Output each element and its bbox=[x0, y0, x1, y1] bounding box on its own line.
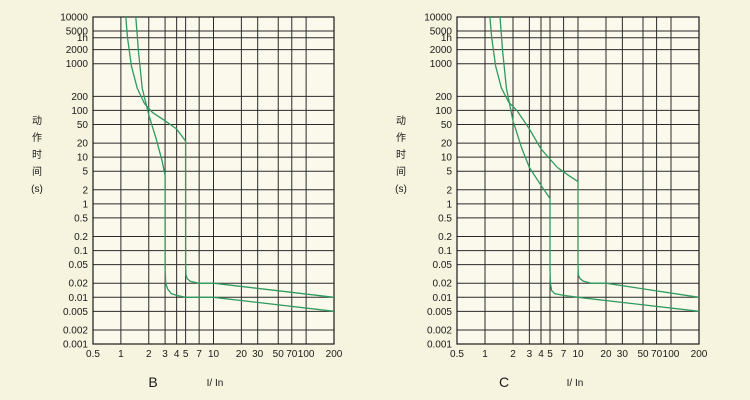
y-tick-label: 0.005 bbox=[63, 307, 88, 318]
y-tick-label: 10000 bbox=[424, 13, 452, 24]
y-tick-label: 1h bbox=[77, 33, 88, 44]
x-tick-label: 1 bbox=[118, 349, 124, 360]
y-tick-label: 0.01 bbox=[433, 293, 453, 304]
y-tick-label: 0.5 bbox=[74, 213, 88, 224]
y-axis-label: 作 bbox=[396, 132, 406, 144]
y-tick-label: 50 bbox=[441, 120, 453, 131]
x-tick-label: 100 bbox=[663, 349, 680, 360]
x-tick-label: 200 bbox=[326, 349, 343, 360]
y-tick-label: 2000 bbox=[66, 45, 89, 56]
x-tick-label: 4 bbox=[174, 349, 180, 360]
y-tick-label: 200 bbox=[435, 92, 452, 103]
x-tick-label: 7 bbox=[561, 349, 567, 360]
x-tick-label: 7 bbox=[196, 349, 202, 360]
y-tick-label: 5000 bbox=[66, 27, 89, 38]
y-tick-label: 0.001 bbox=[63, 340, 88, 351]
y-tick-label: 5 bbox=[82, 167, 88, 178]
y-axis-label: (s) bbox=[395, 184, 407, 195]
x-tick-label: 20 bbox=[600, 349, 612, 360]
y-tick-label: 0.05 bbox=[69, 260, 89, 271]
y-tick-label: 5000 bbox=[430, 27, 453, 38]
y-tick-label: 0.2 bbox=[438, 232, 452, 243]
x-tick-label: 100 bbox=[298, 349, 315, 360]
y-tick-label: 200 bbox=[71, 92, 88, 103]
plot-frame bbox=[92, 16, 335, 345]
x-tick-label: 30 bbox=[252, 349, 264, 360]
x-tick-label: 1 bbox=[482, 349, 488, 360]
y-tick-label: 0.002 bbox=[63, 325, 88, 336]
x-tick-label: 70 bbox=[286, 349, 298, 360]
x-tick-label: 4 bbox=[538, 349, 544, 360]
trip-curve-line-1 bbox=[125, 16, 335, 298]
y-tick-label: 10 bbox=[77, 153, 89, 164]
panel-label: C bbox=[499, 374, 509, 390]
x-tick-label: 5 bbox=[547, 349, 553, 360]
chart-panel-b: 0.001 0.002 0.005 0.01 0.02 0.05 0.1 0.2 0.5 1 2 5 1… bbox=[31, 13, 343, 391]
y-axis-label: 间 bbox=[396, 165, 406, 178]
y-tick-label: 20 bbox=[77, 139, 89, 150]
x-tick-label: 3 bbox=[162, 349, 168, 360]
y-tick-label: 0.001 bbox=[427, 340, 452, 351]
x-tick-label: 3 bbox=[527, 349, 533, 360]
y-axis-label: 动 bbox=[32, 115, 42, 127]
x-tick-label: 10 bbox=[572, 349, 584, 360]
x-tick-label: 200 bbox=[691, 349, 708, 360]
x-tick-label: 70 bbox=[651, 349, 663, 360]
y-axis-label: 作 bbox=[32, 132, 42, 144]
x-tick-label: 50 bbox=[273, 349, 285, 360]
y-tick-label: 1 bbox=[446, 199, 452, 210]
y-tick-label: 2 bbox=[82, 185, 88, 196]
y-tick-label: 0.5 bbox=[438, 213, 452, 224]
y-tick-label: 0.1 bbox=[438, 246, 452, 257]
x-tick-label: 2 bbox=[510, 349, 516, 360]
y-tick-label: 50 bbox=[77, 120, 89, 131]
trip-curve-line-2 bbox=[135, 16, 335, 312]
y-tick-label: 5 bbox=[446, 167, 452, 178]
y-tick-label: 10000 bbox=[60, 13, 88, 24]
y-tick-label: 0.02 bbox=[433, 279, 453, 290]
y-tick-label: 20 bbox=[441, 139, 453, 150]
panel-label: B bbox=[148, 374, 157, 390]
trip-curve-line-1 bbox=[489, 16, 700, 298]
y-tick-label: 0.002 bbox=[427, 325, 452, 336]
y-tick-label: 1 bbox=[82, 199, 88, 210]
x-tick-label: 30 bbox=[617, 349, 629, 360]
y-tick-label: 10 bbox=[441, 153, 453, 164]
y-tick-label: 2 bbox=[446, 185, 452, 196]
x-tick-label: 50 bbox=[637, 349, 649, 360]
y-tick-label: 2000 bbox=[430, 45, 453, 56]
x-axis-label: I/ In bbox=[567, 378, 584, 389]
y-axis-label: 动 bbox=[396, 115, 406, 127]
plot-frame bbox=[456, 16, 700, 345]
chart-panel-c: 0.001 0.002 0.005 0.01 0.02 0.05 0.1 0.2 0.5 1 2 5 1… bbox=[395, 13, 708, 391]
x-tick-label: 20 bbox=[236, 349, 248, 360]
y-tick-label: 1000 bbox=[430, 59, 453, 70]
trip-curve-line-2 bbox=[499, 16, 700, 312]
x-tick-label: 5 bbox=[183, 349, 189, 360]
y-axis-label: (s) bbox=[31, 184, 43, 195]
x-axis-label: I/ In bbox=[207, 378, 224, 389]
y-tick-label: 0.1 bbox=[74, 246, 88, 257]
y-tick-label: 100 bbox=[435, 106, 452, 117]
y-tick-label: 1000 bbox=[66, 59, 89, 70]
x-tick-label: 0.5 bbox=[450, 349, 464, 360]
y-tick-label: 0.05 bbox=[433, 260, 453, 271]
y-axis-label: 时 bbox=[32, 149, 42, 161]
x-tick-label: 2 bbox=[146, 349, 152, 360]
x-tick-label: 10 bbox=[208, 349, 220, 360]
y-tick-label: 0.01 bbox=[69, 293, 89, 304]
y-axis-label: 时 bbox=[396, 149, 406, 161]
y-tick-label: 100 bbox=[71, 106, 88, 117]
x-tick-label: 0.5 bbox=[86, 349, 100, 360]
y-axis-label: 间 bbox=[32, 165, 42, 178]
y-tick-label: 0.02 bbox=[69, 279, 89, 290]
y-tick-label: 1h bbox=[441, 33, 452, 44]
y-tick-label: 0.005 bbox=[427, 307, 452, 318]
y-tick-label: 0.2 bbox=[74, 232, 88, 243]
